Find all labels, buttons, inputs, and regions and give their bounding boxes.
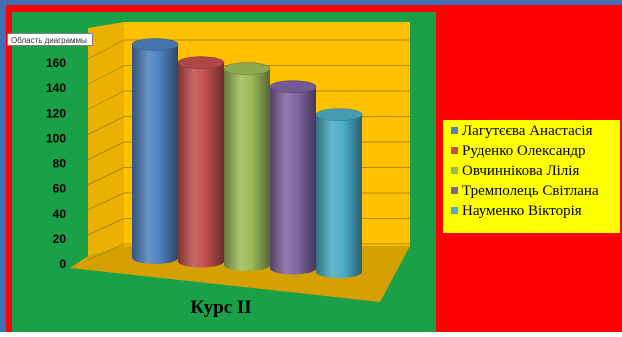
bar[interactable] — [131, 38, 179, 265]
bar-body — [270, 86, 316, 275]
bar-top — [131, 38, 179, 51]
y-tick-label: 40 — [53, 207, 67, 221]
legend-label: Руденко Олександр — [462, 143, 586, 159]
gridline-side — [87, 39, 125, 60]
legend-swatch — [451, 147, 458, 154]
legend-swatch — [451, 187, 458, 194]
bar[interactable] — [315, 108, 363, 279]
legend-box[interactable] — [443, 120, 620, 233]
legend-swatch — [451, 167, 458, 174]
chart-area-tooltip: Область диаграммы — [7, 33, 93, 46]
y-tick-label: 160 — [46, 56, 66, 70]
y-tick-label: 120 — [46, 106, 66, 120]
bar[interactable] — [269, 80, 317, 275]
bar-top — [269, 80, 317, 94]
legend-item[interactable]: Лагутєєва Анастасія — [451, 123, 593, 139]
bar-top — [177, 56, 225, 69]
gridline-side — [87, 90, 125, 110]
legend-label: Овчиннікова Лілія — [462, 163, 579, 179]
window-frame-top — [0, 0, 622, 5]
gridline-side — [87, 192, 125, 211]
bar[interactable] — [177, 56, 225, 268]
gridline-side — [87, 218, 125, 236]
legend-item[interactable]: Науменко Вікторія — [451, 203, 582, 219]
gridline-side — [87, 141, 125, 160]
bar-top — [223, 62, 271, 75]
legend-swatch — [451, 127, 458, 134]
y-tick-label: 20 — [53, 232, 67, 246]
bars — [131, 38, 363, 279]
chart-title: Курс II — [190, 297, 251, 318]
bar[interactable] — [223, 62, 271, 271]
legend-label: Тремполець Світлана — [462, 183, 599, 199]
y-tick-label: 100 — [46, 131, 66, 145]
bar-top — [315, 108, 363, 121]
bar-body — [316, 114, 362, 279]
y-tick-label: 140 — [46, 81, 66, 95]
legend-item[interactable]: Овчиннікова Лілія — [451, 163, 579, 179]
gridline-side — [87, 243, 125, 261]
legend-item[interactable]: Руденко Олександр — [451, 143, 586, 159]
legend-label: Лагутєєва Анастасія — [462, 123, 593, 139]
legend-item[interactable]: Тремполець Світлана — [451, 183, 599, 199]
legend: Лагутєєва Анастасія Руденко Олександр Овчи… — [451, 123, 599, 219]
window-frame-left — [0, 0, 6, 332]
gridline-side — [87, 167, 125, 185]
y-tick-label: 80 — [53, 157, 67, 171]
legend-swatch — [451, 207, 458, 214]
gridline-side — [87, 116, 125, 135]
legend-label: Науменко Вікторія — [462, 203, 582, 219]
bar-body — [132, 44, 178, 264]
y-axis-ticks: 0 20 40 60 80 100 120 140 160 — [46, 56, 66, 271]
gridline-side — [87, 65, 125, 85]
bar-body — [178, 62, 224, 268]
y-tick-label: 0 — [59, 257, 66, 271]
y-tick-label: 60 — [53, 182, 67, 196]
bar-body — [224, 68, 270, 271]
